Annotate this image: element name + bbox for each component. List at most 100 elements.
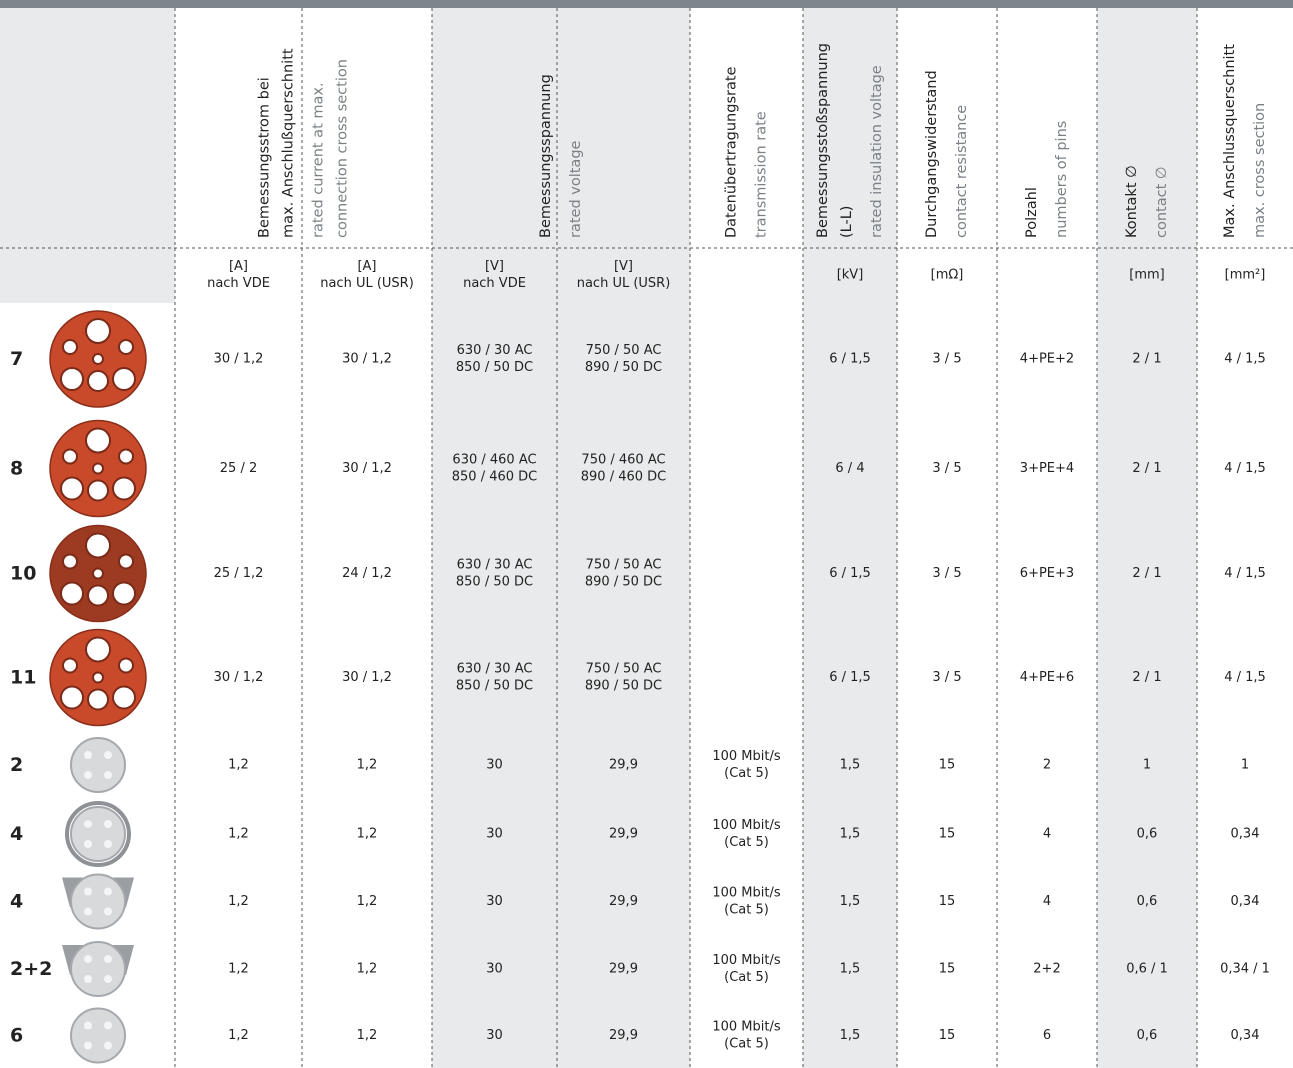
insert-hole (93, 354, 103, 364)
unit-label: [A] (357, 259, 376, 274)
cell-value: 4 / 1,5 (1224, 670, 1266, 685)
cell-value: 1,2 (228, 1028, 249, 1043)
insert-hole (119, 450, 133, 464)
cell-value: 29,9 (609, 827, 638, 842)
cell-value: 15 (939, 758, 956, 773)
cell-value: 1,5 (840, 962, 861, 977)
cell-value: 100 Mbit/s (712, 749, 781, 764)
unit-label: nach VDE (463, 276, 526, 291)
cell-value: 850 / 50 DC (456, 360, 533, 375)
cell-value: 1,2 (228, 894, 249, 909)
unit-label: [V] (614, 259, 633, 274)
cell-value: 630 / 30 AC (457, 558, 533, 573)
row-label: 10 (10, 563, 36, 585)
header-subtitle: transmission rate (754, 111, 770, 238)
unit-label: [mm²] (1225, 268, 1266, 283)
header-title: max. Anschlußquerschnitt (281, 48, 297, 238)
insert-hole (84, 955, 92, 963)
cell-value: 100 Mbit/s (712, 886, 781, 901)
insert-hole (104, 771, 112, 779)
cell-value: 1,2 (357, 894, 378, 909)
cell-value: 1,5 (840, 1028, 861, 1043)
cell-value: 30 / 1,2 (342, 461, 392, 476)
unit-label: [A] (229, 259, 248, 274)
insert-hole (104, 1042, 112, 1050)
insert-hole (84, 751, 92, 759)
cell-value: 0,6 (1137, 827, 1158, 842)
cell-value: (Cat 5) (724, 903, 769, 918)
cell-value: 1,5 (840, 894, 861, 909)
cell-value: 4 (1043, 894, 1051, 909)
insert-hole (93, 464, 103, 474)
insert-hole (104, 888, 112, 896)
insert-hole (119, 659, 133, 673)
cell-value: 30 / 1,2 (214, 670, 264, 685)
cell-value: 6 / 1,5 (829, 670, 871, 685)
cell-value: 2+2 (1033, 962, 1060, 977)
cell-value: 24 / 1,2 (342, 566, 392, 581)
insert-hole (88, 586, 108, 606)
cell-value: 0,6 / 1 (1126, 962, 1168, 977)
insert-hole (63, 555, 77, 569)
cell-value: 3 / 5 (932, 670, 961, 685)
cell-value: 30 (486, 758, 503, 773)
cell-value: 0,34 / 1 (1220, 962, 1270, 977)
unit-label: [mΩ] (931, 268, 964, 283)
shade (0, 8, 175, 303)
spec-table: Bemessungsstrom beimax. Anschlußquerschn… (0, 0, 1293, 1068)
insert-hole (84, 820, 92, 828)
insert-hole (88, 371, 108, 391)
cell-value: 750 / 50 AC (586, 662, 662, 677)
cell-value: 3+PE+4 (1020, 461, 1074, 476)
cell-value: 0,6 (1137, 894, 1158, 909)
cell-value: 100 Mbit/s (712, 818, 781, 833)
cell-value: 850 / 50 DC (456, 575, 533, 590)
cell-value: (Cat 5) (724, 970, 769, 985)
insert-hole (63, 659, 77, 673)
header-subtitle: contact ∅ (1154, 166, 1170, 238)
row-label: 6 (10, 1025, 23, 1047)
cell-value: 1,5 (840, 758, 861, 773)
cell-value: 1,2 (357, 758, 378, 773)
insert-hole (63, 340, 77, 354)
cell-value: 25 / 1,2 (214, 566, 264, 581)
insert-hole (84, 888, 92, 896)
cell-value: 1,2 (228, 962, 249, 977)
header-title: Bemessungsspannung (538, 74, 554, 238)
unit-label: [V] (485, 259, 504, 274)
insert-hole (113, 583, 135, 605)
header-subtitle: rated current at max. (311, 82, 327, 238)
unit-label: nach VDE (207, 276, 270, 291)
connector-icon (50, 421, 146, 517)
connector-icon (50, 526, 146, 622)
cell-value: 3 / 5 (932, 566, 961, 581)
cell-value: 3 / 5 (932, 461, 961, 476)
cell-value: 1 (1143, 758, 1151, 773)
connector-icon (71, 738, 125, 792)
cell-value: 29,9 (609, 758, 638, 773)
cell-value: 1,2 (357, 962, 378, 977)
cell-value: 30 (486, 894, 503, 909)
insert-hole (86, 429, 110, 453)
insert-hole (93, 569, 103, 579)
header-subtitle: max. cross section (1252, 103, 1268, 238)
cell-value: 1,2 (228, 758, 249, 773)
cell-value: 4 / 1,5 (1224, 352, 1266, 367)
cell-value: 4 / 1,5 (1224, 461, 1266, 476)
cell-value: 850 / 50 DC (456, 679, 533, 694)
cell-value: 890 / 50 DC (585, 575, 662, 590)
cell-value: 3 / 5 (932, 352, 961, 367)
shade (1097, 8, 1197, 1068)
cell-value: 30 (486, 1028, 503, 1043)
row-label: 8 (10, 458, 23, 480)
cell-value: 0,34 (1231, 827, 1260, 842)
cell-value: 850 / 460 DC (452, 470, 538, 485)
cell-value: (Cat 5) (724, 835, 769, 850)
connector-icon (67, 803, 129, 865)
cell-value: 15 (939, 894, 956, 909)
cell-value: 0,34 (1231, 894, 1260, 909)
cell-value: 29,9 (609, 962, 638, 977)
cell-value: 30 / 1,2 (342, 352, 392, 367)
cell-value: 750 / 460 AC (581, 453, 665, 468)
cell-value: 30 / 1,2 (214, 352, 264, 367)
